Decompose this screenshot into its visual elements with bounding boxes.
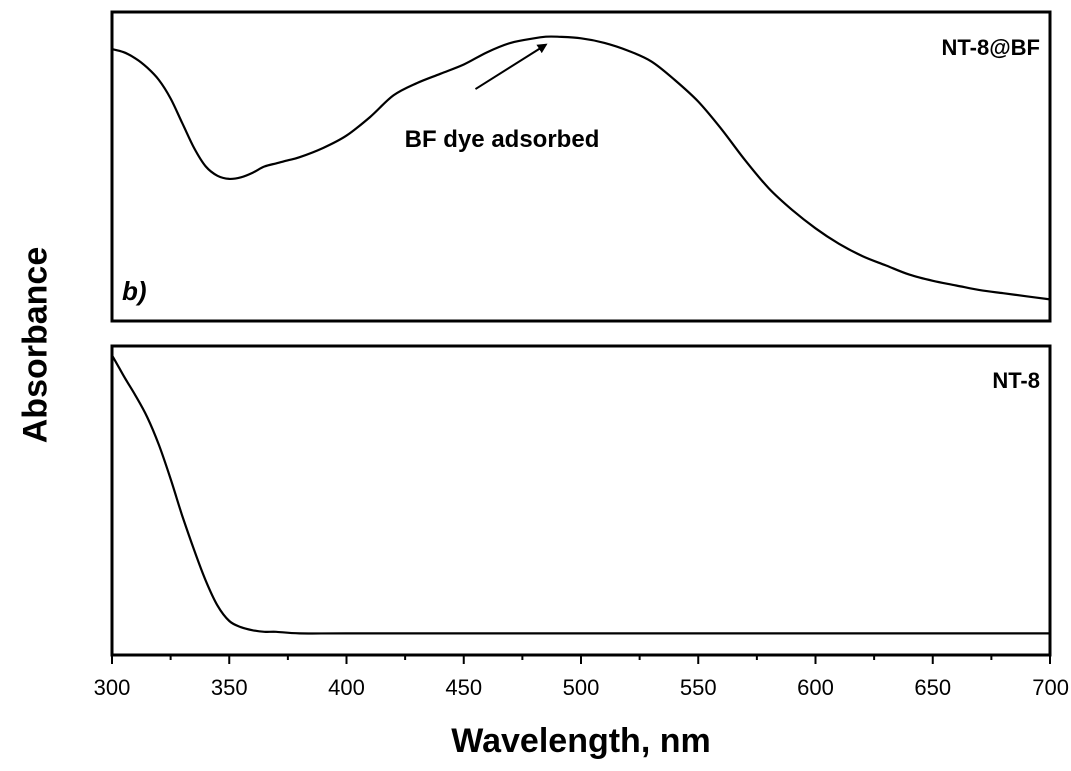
- x-tick-label: 650: [914, 675, 951, 700]
- x-axis-label: Wavelength, nm: [451, 722, 711, 760]
- panel-label: b): [122, 276, 147, 306]
- x-tick-label: 700: [1032, 675, 1069, 700]
- x-axis-ticks: [111, 655, 1051, 664]
- annotation-text: BF dye adsorbed: [405, 126, 600, 153]
- x-tick-label: 350: [211, 675, 248, 700]
- x-tick-label: 300: [94, 675, 131, 700]
- x-axis-tick-labels: 300 350 400 450 500 550 600 650 700: [94, 675, 1069, 700]
- y-axis-label: Absorbance: [16, 246, 55, 444]
- x-tick-label: 400: [328, 675, 365, 700]
- x-tick-label: 450: [445, 675, 482, 700]
- x-tick-label: 500: [563, 675, 600, 700]
- bottom-panel-frame: [110, 344, 1052, 657]
- top-panel-frame: [110, 10, 1052, 323]
- x-tick-label: 550: [680, 675, 717, 700]
- nt8-series-line: [111, 354, 1050, 635]
- annotation-arrow: [474, 43, 548, 90]
- x-tick-label: 600: [797, 675, 834, 700]
- nt8-bf-series-line: [111, 35, 1051, 301]
- nt8-bf-legend-label: NT-8@BF: [942, 35, 1040, 60]
- nt8-legend-label: NT-8: [992, 368, 1040, 393]
